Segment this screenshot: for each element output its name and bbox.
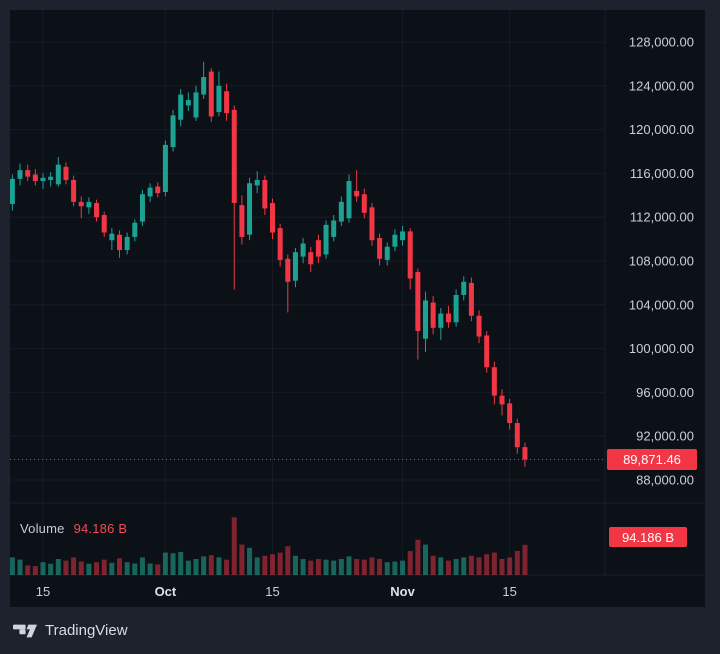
volume-legend: Volume 94.186 B — [20, 521, 127, 536]
tradingview-logo-icon — [13, 624, 37, 637]
svg-text:15: 15 — [502, 584, 516, 599]
svg-text:88,000.00: 88,000.00 — [636, 473, 694, 488]
svg-text:104,000.00: 104,000.00 — [629, 297, 694, 312]
volume-legend-value: 94.186 B — [73, 521, 128, 536]
candlestick-chart[interactable]: 128,000.00 124,000.00 120,000.00 116,000.00… — [10, 10, 705, 607]
svg-text:108,000.00: 108,000.00 — [629, 254, 694, 269]
svg-text:15: 15 — [265, 584, 279, 599]
svg-text:Nov: Nov — [390, 584, 415, 599]
svg-text:Oct: Oct — [155, 584, 177, 599]
svg-text:92,000.00: 92,000.00 — [636, 429, 694, 444]
svg-text:116,000.00: 116,000.00 — [630, 166, 694, 181]
svg-text:100,000.00: 100,000.00 — [629, 341, 694, 356]
volume-badge: 94.186 B — [609, 527, 687, 547]
chart-panel: 128,000.00 124,000.00 120,000.00 116,000.00… — [10, 10, 705, 607]
svg-text:15: 15 — [36, 584, 50, 599]
svg-text:128,000.00: 128,000.00 — [629, 35, 694, 50]
svg-text:120,000.00: 120,000.00 — [629, 122, 694, 137]
svg-text:124,000.00: 124,000.00 — [629, 78, 694, 93]
svg-text:96,000.00: 96,000.00 — [636, 385, 694, 400]
tradingview-label: TradingView — [45, 622, 128, 639]
tradingview-attribution[interactable]: TradingView — [13, 607, 128, 654]
volume-legend-label: Volume — [20, 521, 65, 536]
last-price-badge: 89,871.46 — [607, 449, 697, 470]
svg-text:112,000.00: 112,000.00 — [630, 210, 694, 225]
